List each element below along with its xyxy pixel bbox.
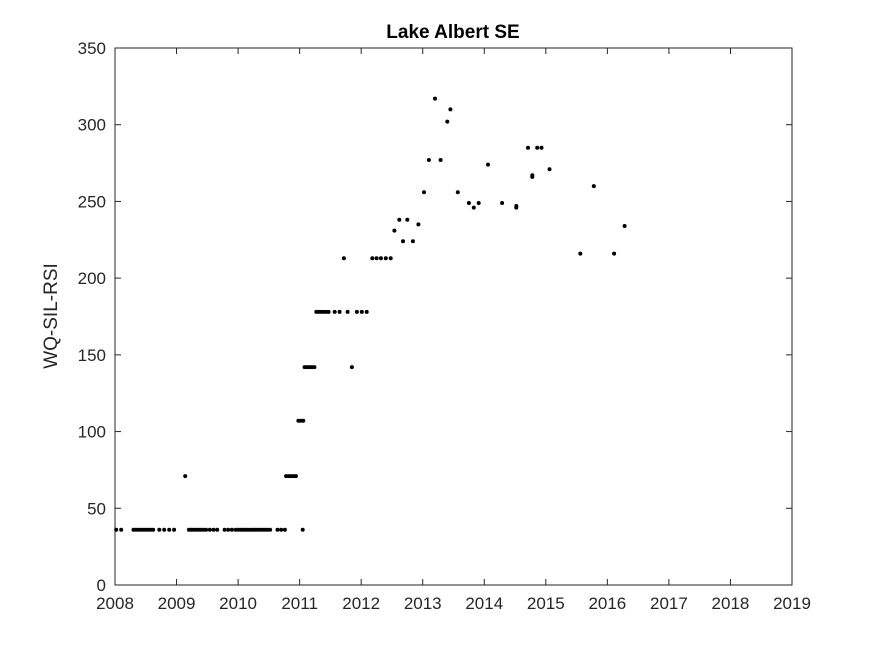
data-point (622, 224, 627, 228)
data-point (476, 201, 481, 205)
data-point (591, 184, 596, 189)
data-point (167, 527, 172, 532)
data-point (547, 167, 552, 172)
x-tick-label: 2008 (96, 594, 134, 613)
data-point (119, 527, 124, 532)
data-point (471, 205, 476, 210)
data-point (612, 251, 617, 256)
data-point (359, 309, 364, 314)
data-point (370, 256, 375, 261)
y-tick-label: 300 (78, 116, 106, 135)
y-tick-label: 100 (78, 423, 106, 442)
data-point (466, 201, 471, 205)
data-point (172, 527, 177, 532)
data-point (486, 162, 490, 167)
data-point (448, 107, 453, 112)
data-point (345, 309, 350, 314)
data-point (578, 251, 583, 256)
data-point (539, 145, 544, 150)
x-tick-label: 2013 (404, 594, 442, 613)
data-point (341, 256, 346, 261)
x-tick-label: 2009 (158, 594, 196, 613)
data-points (114, 96, 627, 532)
y-axis-ticks: 0 50 100 150 200 250 300 350 (78, 39, 792, 595)
data-point (157, 527, 162, 532)
data-point (183, 474, 188, 479)
data-point (301, 418, 306, 423)
y-tick-label: 0 (97, 576, 106, 595)
x-tick-label: 2012 (342, 594, 380, 613)
data-point (364, 309, 369, 314)
chart-title: Lake Albert SE (386, 22, 519, 43)
data-point (426, 158, 431, 162)
y-tick-label: 50 (87, 499, 106, 518)
data-point (416, 222, 421, 227)
data-point (207, 527, 212, 532)
data-point (354, 309, 359, 314)
data-point (530, 173, 535, 178)
data-point (438, 158, 443, 162)
data-point (405, 217, 410, 222)
data-point (282, 527, 287, 532)
x-tick-label: 2016 (588, 594, 626, 613)
data-point (332, 309, 337, 314)
data-point (383, 256, 388, 261)
y-axis-label: WQ-SIL-RSI (41, 263, 62, 369)
data-point (279, 527, 284, 532)
data-point (114, 527, 119, 532)
x-tick-label: 2018 (712, 594, 750, 613)
data-point (401, 239, 405, 244)
data-point (222, 527, 227, 532)
data-point (215, 527, 220, 532)
y-tick-label: 150 (78, 346, 106, 365)
data-point (374, 256, 379, 261)
y-tick-label: 250 (78, 192, 106, 211)
data-point (455, 190, 460, 195)
x-tick-label: 2015 (527, 594, 565, 613)
data-point (162, 527, 167, 532)
data-point (211, 527, 216, 532)
data-point (300, 527, 305, 532)
y-tick-label: 350 (78, 39, 106, 58)
data-point (229, 527, 234, 532)
data-point (445, 119, 450, 124)
y-tick-label: 200 (78, 269, 106, 288)
data-point (293, 474, 298, 479)
data-point (535, 145, 540, 150)
data-point (151, 527, 156, 532)
data-point (226, 527, 231, 532)
data-point (392, 228, 397, 233)
data-point (514, 204, 519, 208)
data-point (397, 217, 402, 222)
x-axis-ticks: 2008 2009 2010 2011 2012 2013 2014 2015 2016 2017… (96, 48, 811, 613)
data-point (337, 309, 342, 314)
data-point (500, 201, 505, 205)
plot-area (114, 47, 793, 586)
data-point (422, 190, 426, 195)
data-point (312, 365, 317, 370)
data-point (410, 239, 415, 244)
data-point (433, 96, 437, 101)
data-point (204, 527, 209, 532)
x-tick-label: 2019 (773, 594, 811, 613)
data-point (268, 527, 273, 532)
data-point (275, 527, 280, 532)
data-point (378, 256, 383, 261)
data-point (526, 145, 530, 150)
x-tick-label: 2014 (465, 594, 503, 613)
x-tick-label: 2011 (281, 594, 318, 613)
data-point (326, 309, 331, 314)
x-tick-label: 2010 (219, 594, 257, 613)
data-point (388, 256, 393, 261)
data-point (349, 365, 354, 370)
x-tick-label: 2017 (650, 594, 688, 613)
